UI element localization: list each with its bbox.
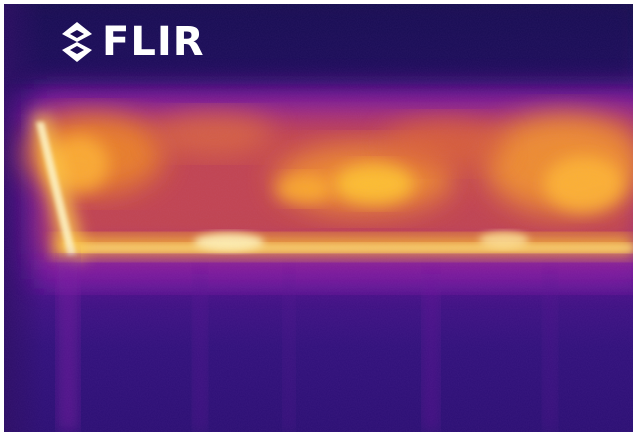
flir-logo: FLIR	[58, 20, 205, 64]
thermal-image	[4, 4, 633, 432]
flir-logo-text: FLIR	[102, 19, 205, 65]
flir-diamond-logo-icon	[62, 22, 92, 62]
